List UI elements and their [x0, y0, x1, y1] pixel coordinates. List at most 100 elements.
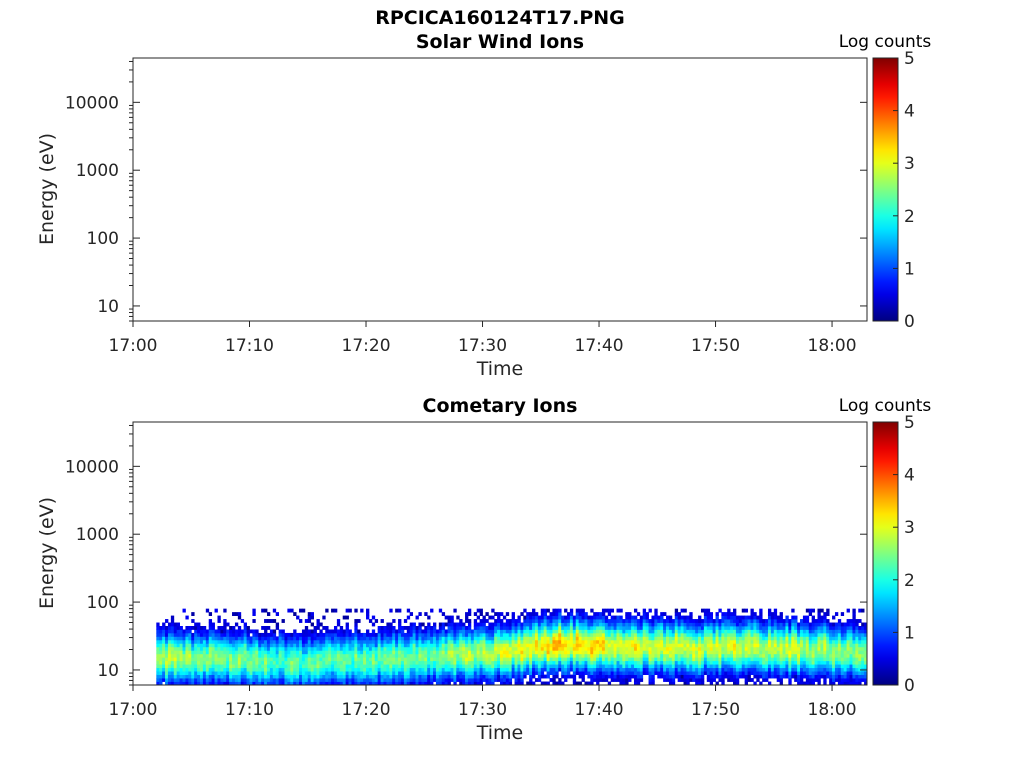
heatmap-cell [517, 629, 521, 634]
heatmap-cell [695, 667, 699, 672]
heatmap-cell [572, 653, 577, 658]
heatmap-cell [566, 653, 571, 658]
heatmap-cell [409, 653, 414, 658]
heatmap-cell [470, 657, 475, 662]
heatmap-cell [843, 646, 848, 651]
plot-frame [132, 421, 868, 686]
heatmap-cell [599, 671, 603, 675]
heatmap-cell [797, 660, 801, 665]
heatmap-cell [234, 636, 239, 641]
heatmap-cell [773, 629, 778, 634]
heatmap-cell [529, 653, 533, 658]
heatmap-cell [517, 619, 521, 623]
heatmap-cell [328, 639, 332, 644]
heatmap-cell [642, 650, 647, 655]
heatmap-cell [703, 643, 708, 648]
heatmap-cell [156, 674, 160, 679]
heatmap-cell [709, 615, 714, 620]
heatmap-cell [173, 664, 178, 669]
heatmap-cell [491, 657, 495, 662]
heatmap-cell [648, 636, 652, 641]
heatmap-cell [307, 629, 312, 634]
heatmap-cell [540, 671, 545, 675]
heatmap-cell [427, 636, 431, 641]
heatmap-cell [738, 639, 743, 644]
heatmap-cell [473, 629, 478, 634]
heatmap-cell [237, 643, 242, 648]
heatmap-cell [482, 650, 486, 655]
heatmap-cell [351, 674, 355, 679]
heatmap-cell [671, 650, 676, 655]
heatmap-cell [497, 646, 501, 651]
heatmap-cell [724, 653, 728, 658]
heatmap-cell [689, 667, 693, 672]
heatmap-cell [281, 681, 285, 686]
heatmap-cell [843, 626, 848, 630]
heatmap-cell [788, 626, 792, 630]
heatmap-cell [864, 636, 868, 641]
heatmap-cell [689, 650, 693, 655]
heatmap-cell [773, 626, 778, 630]
heatmap-cell [202, 657, 207, 662]
heatmap-cell [450, 632, 454, 637]
heatmap-cell [194, 674, 198, 679]
heatmap-cell [738, 626, 743, 630]
heatmap-cell [450, 653, 454, 658]
heatmap-cell [564, 657, 568, 662]
heatmap-cell [689, 660, 693, 665]
heatmap-cell [494, 657, 498, 662]
heatmap-cell [756, 646, 760, 651]
heatmap-cell [240, 619, 245, 623]
heatmap-cell [575, 629, 580, 634]
heatmap-cell [759, 657, 763, 662]
heatmap-cell [636, 660, 641, 665]
heatmap-cell [249, 674, 253, 679]
heatmap-cell [299, 646, 303, 651]
heatmap-cell [715, 619, 719, 623]
heatmap-cell [447, 615, 451, 620]
heatmap-cell [677, 629, 681, 634]
heatmap-cell [843, 622, 848, 627]
heatmap-cell [167, 636, 172, 641]
heatmap-cell [700, 660, 705, 665]
heatmap-cell [558, 667, 562, 672]
heatmap-cell [692, 636, 696, 641]
heatmap-cell [564, 608, 568, 613]
heatmap-cell [715, 639, 719, 644]
heatmap-cell [336, 622, 341, 627]
heatmap-cell [642, 619, 647, 623]
heatmap-cell [715, 646, 719, 651]
heatmap-cell [849, 629, 853, 634]
heatmap-cell [663, 636, 667, 641]
heatmap-cell [339, 650, 344, 655]
heatmap-cell [593, 678, 597, 682]
heatmap-cell [578, 626, 582, 630]
heatmap-cell [333, 608, 338, 613]
heatmap-cell [386, 681, 390, 686]
heatmap-cell [261, 674, 265, 679]
heatmap-cell [266, 678, 271, 682]
heatmap-cell [197, 632, 201, 637]
heatmap-cell [596, 615, 600, 620]
heatmap-cell [287, 657, 291, 662]
heatmap-cell [232, 626, 236, 630]
heatmap-cell [642, 646, 647, 651]
heatmap-cell [424, 612, 428, 616]
heatmap-cell [255, 664, 259, 669]
heatmap-cell [208, 622, 213, 627]
heatmap-cell [686, 622, 690, 627]
heatmap-cell [511, 674, 515, 679]
heatmap-cell [319, 629, 323, 634]
heatmap-cell [220, 657, 224, 662]
heatmap-cell [648, 681, 652, 686]
heatmap-cell [735, 632, 740, 637]
heatmap-cell [266, 674, 271, 679]
heatmap-cell [529, 622, 533, 627]
heatmap-cell [398, 681, 402, 686]
heatmap-cell [514, 678, 518, 682]
heatmap-cell [517, 646, 521, 651]
heatmap-cell [625, 622, 629, 627]
heatmap-cell [176, 657, 180, 662]
heatmap-cell [855, 678, 859, 682]
heatmap-cell [849, 650, 853, 655]
